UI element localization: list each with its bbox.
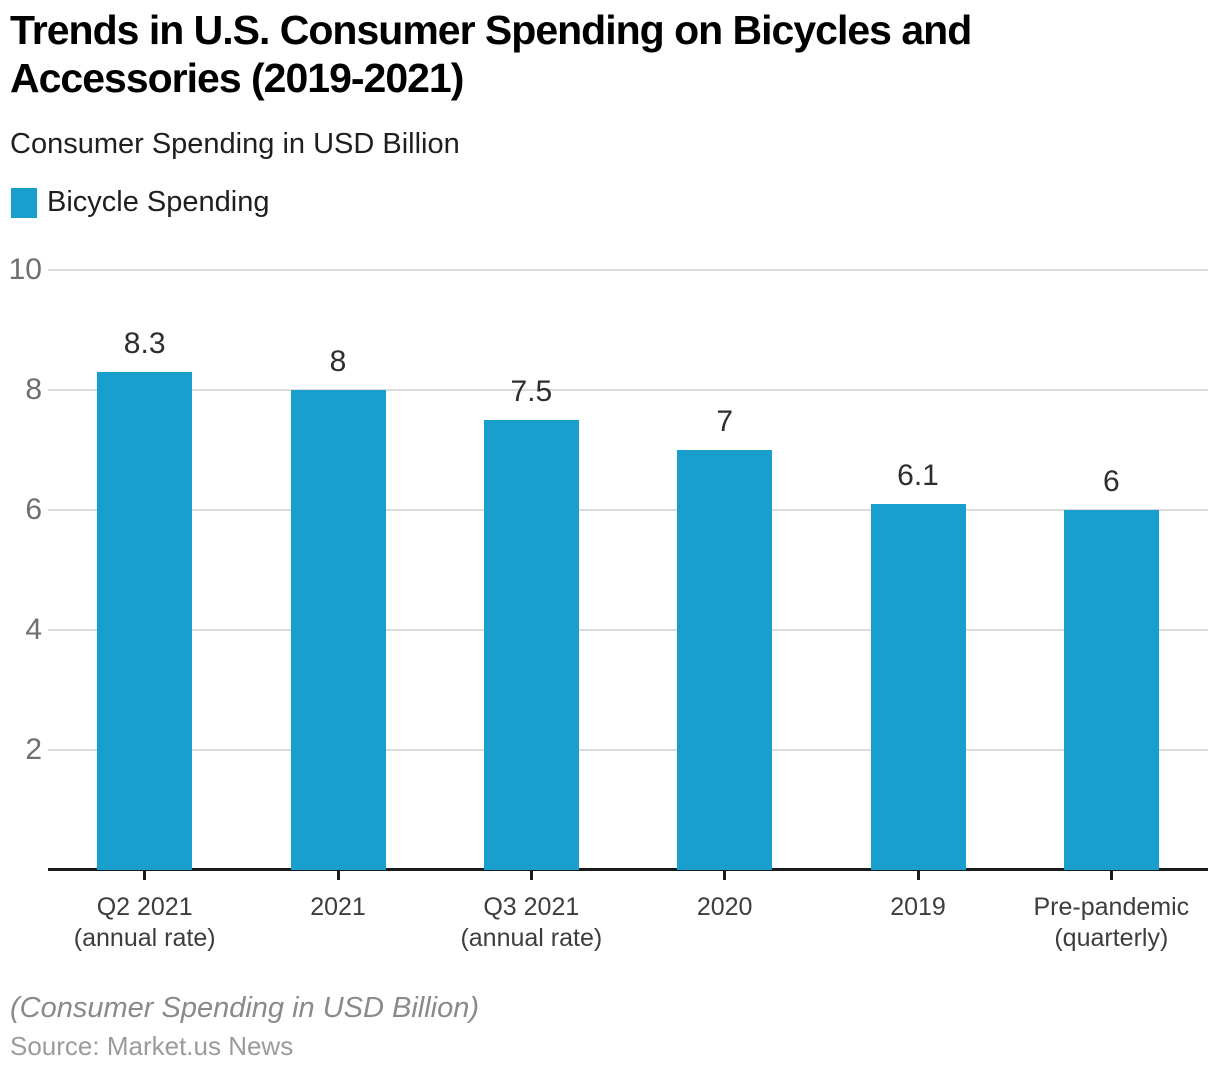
x-axis-label: 2019 [890, 893, 946, 921]
x-axis-tick [916, 871, 920, 880]
x-axis-line [48, 868, 1208, 871]
x-axis-label: 2021 [310, 893, 366, 921]
bar-value-label: 6 [1102, 465, 1120, 498]
bar [1063, 510, 1159, 870]
gridline [48, 389, 1208, 391]
bar [870, 504, 966, 870]
y-axis-label: 2 [25, 733, 42, 766]
chart-title: Trends in U.S. Consumer Spending on Bicy… [10, 7, 972, 101]
legend-label: Bicycle Spending [47, 186, 270, 218]
bar-value-label: 7.5 [510, 375, 553, 408]
bar [677, 450, 773, 870]
x-axis-tick [336, 871, 340, 880]
chart-footnote: (Consumer Spending in USD Billion) [10, 992, 480, 1024]
x-axis-tick [529, 871, 533, 880]
gridline [48, 629, 1208, 631]
x-axis-label: Q3 2021 (annual rate) [460, 893, 603, 952]
y-axis-label: 10 [8, 253, 42, 286]
legend-swatch-icon [11, 187, 37, 218]
chart-subtitle: Consumer Spending in USD Billion [10, 128, 460, 160]
bar-value-label: 6.1 [897, 459, 939, 492]
bar [483, 420, 579, 870]
y-axis-label: 4 [25, 613, 42, 646]
legend: Bicycle Spending [11, 186, 269, 219]
gridline [48, 509, 1208, 511]
bar-value-label: 8 [329, 345, 347, 378]
x-axis-tick [1109, 871, 1113, 880]
gridline [48, 269, 1208, 271]
source-credit: Source: Market.us News [10, 1031, 294, 1061]
bar [290, 390, 386, 870]
x-axis-label: Pre-pandemic (quarterly) [1033, 893, 1190, 952]
y-axis-labels: 2 4 6 8 10 [0, 253, 42, 870]
bar [97, 372, 193, 870]
bar-value-label: 7 [716, 405, 733, 438]
gridline [48, 749, 1208, 751]
plot-area: 8.3 Q2 2021 (annual rate) 8 2021 7.5 Q3 2021 … [48, 269, 1208, 952]
bar-value-label: 8.3 [123, 327, 166, 360]
x-axis-label: Q2 2021 (annual rate) [73, 893, 216, 952]
y-axis-label: 8 [25, 373, 42, 406]
x-axis-tick [143, 871, 147, 880]
x-axis-tick [723, 871, 727, 880]
x-axis-label: 2020 [696, 893, 753, 921]
y-axis-label: 6 [25, 493, 42, 526]
